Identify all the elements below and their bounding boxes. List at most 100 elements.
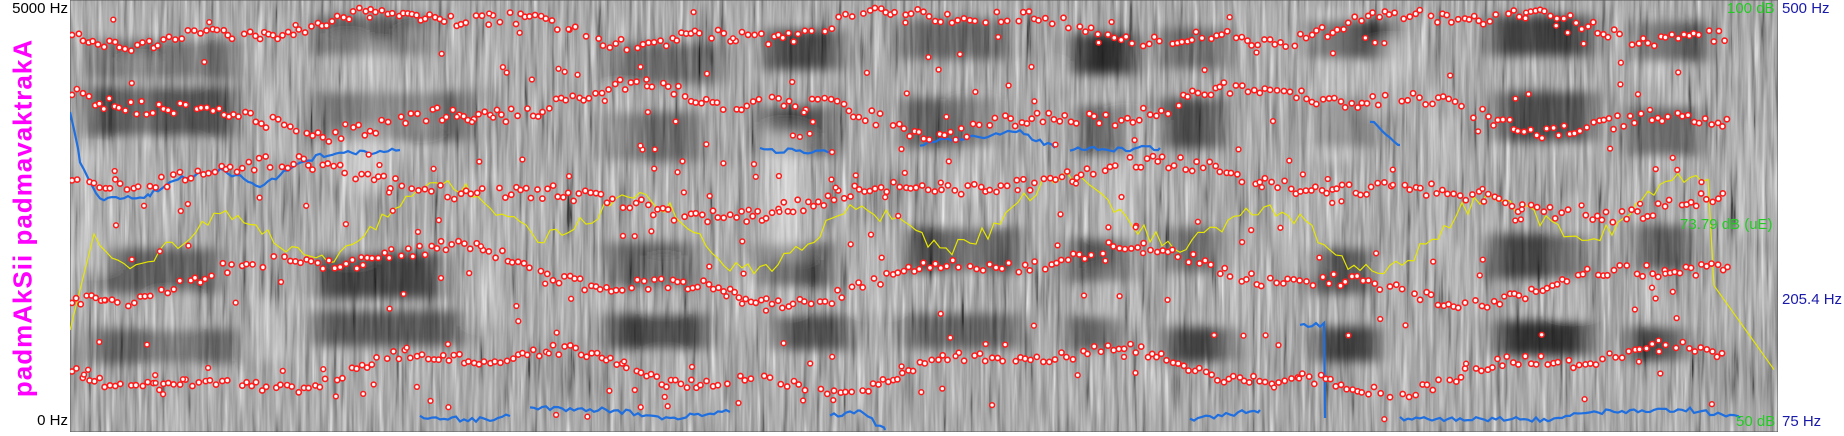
formant-point — [507, 105, 515, 113]
formant-point — [801, 27, 809, 35]
formant-point — [1140, 239, 1147, 247]
formant-point — [883, 188, 891, 196]
pitch-segment — [529, 405, 731, 421]
formant-point — [680, 189, 688, 196]
formant-point — [1499, 362, 1506, 370]
formant-point — [747, 375, 755, 383]
formant-point — [872, 121, 880, 129]
formant-point — [559, 193, 567, 201]
formant-point — [1126, 153, 1134, 161]
formant-point — [437, 237, 445, 245]
formant-point — [438, 116, 446, 124]
formant-point — [1131, 136, 1138, 144]
formant-point — [1201, 91, 1208, 99]
formant-point — [789, 208, 797, 216]
transcription-label: padmAkSii padmavaktrakA — [0, 0, 46, 436]
formant-point — [1372, 250, 1380, 257]
formant-point — [1323, 189, 1330, 197]
pitch-min-label: 75 Hz — [1782, 413, 1822, 430]
formant-point — [201, 275, 209, 283]
formant-point — [606, 387, 613, 394]
formant-point — [116, 380, 124, 388]
formant-point — [1337, 98, 1345, 105]
formant-point — [824, 192, 832, 200]
light-streak — [1751, 123, 1764, 238]
formant-point — [889, 122, 897, 129]
formant-point — [1386, 283, 1394, 290]
light-streak — [1038, 61, 1050, 210]
formant-point — [1485, 113, 1492, 120]
intensity-min-label: 50 dB — [1736, 413, 1776, 430]
formant-point — [751, 31, 758, 39]
formant-point — [1157, 107, 1165, 115]
formant-point — [1452, 378, 1460, 385]
formant-point — [735, 399, 742, 407]
formant-point — [545, 350, 552, 357]
formant-point — [1480, 198, 1488, 205]
formant-point — [72, 294, 80, 302]
formant-point — [1381, 178, 1388, 186]
formant-point — [1226, 273, 1234, 280]
formant-point — [1329, 199, 1336, 207]
formant-point — [1319, 273, 1327, 281]
formant-point — [462, 19, 470, 27]
formant-point — [1674, 166, 1681, 174]
formant-point — [1220, 79, 1228, 86]
formant-point — [1692, 202, 1700, 210]
formant-point — [620, 358, 628, 365]
formant-point — [491, 358, 499, 365]
formant-point — [248, 382, 256, 390]
formant-point — [1344, 19, 1352, 27]
formant-point — [1291, 42, 1299, 50]
formant-point — [970, 180, 978, 188]
formant-point — [1254, 41, 1262, 49]
formant-point — [596, 285, 604, 293]
formant-point — [1236, 374, 1244, 381]
formant-point — [1120, 345, 1128, 353]
formant-point — [1232, 34, 1240, 42]
formant-point — [528, 76, 536, 83]
formant-point — [314, 129, 322, 137]
formant-point — [1429, 100, 1436, 108]
formant-point — [1377, 315, 1384, 323]
formant-point — [538, 195, 546, 202]
formant-point — [683, 384, 691, 391]
formant-point — [670, 90, 678, 98]
formant-point — [871, 185, 879, 193]
formant-point — [1434, 18, 1441, 26]
formant-point — [185, 242, 192, 249]
formant-point — [145, 37, 153, 45]
formant-point — [1583, 265, 1591, 273]
formant-point — [800, 207, 807, 215]
formant-point — [938, 186, 945, 194]
formant-point — [400, 290, 407, 298]
formant-point — [361, 131, 369, 139]
formant-point — [228, 261, 235, 268]
formant-point — [603, 199, 611, 207]
formant-point — [1363, 190, 1370, 198]
formant-point — [89, 37, 97, 45]
formant-point — [651, 165, 658, 172]
spectrogram-panel[interactable] — [70, 0, 1778, 432]
formant-point — [1248, 270, 1255, 277]
formant-point — [752, 173, 759, 180]
formant-point — [1188, 167, 1196, 175]
formant-point — [829, 353, 836, 360]
formant-point — [424, 355, 432, 363]
formant-point — [744, 31, 752, 39]
formant-point — [325, 257, 333, 264]
formant-point — [1354, 104, 1362, 111]
formant-point — [1648, 116, 1656, 124]
formant-point — [644, 108, 652, 116]
formant-point — [703, 377, 710, 385]
formant-point — [1026, 186, 1034, 194]
formant-point — [1178, 38, 1186, 46]
formant-point — [286, 123, 294, 130]
formant-point — [1606, 145, 1614, 152]
formant-point — [1635, 358, 1643, 365]
formant-point — [152, 371, 159, 379]
formant-point — [372, 129, 380, 137]
formant-point — [316, 383, 324, 391]
formant-point — [497, 111, 505, 119]
formant-point — [1238, 33, 1246, 41]
